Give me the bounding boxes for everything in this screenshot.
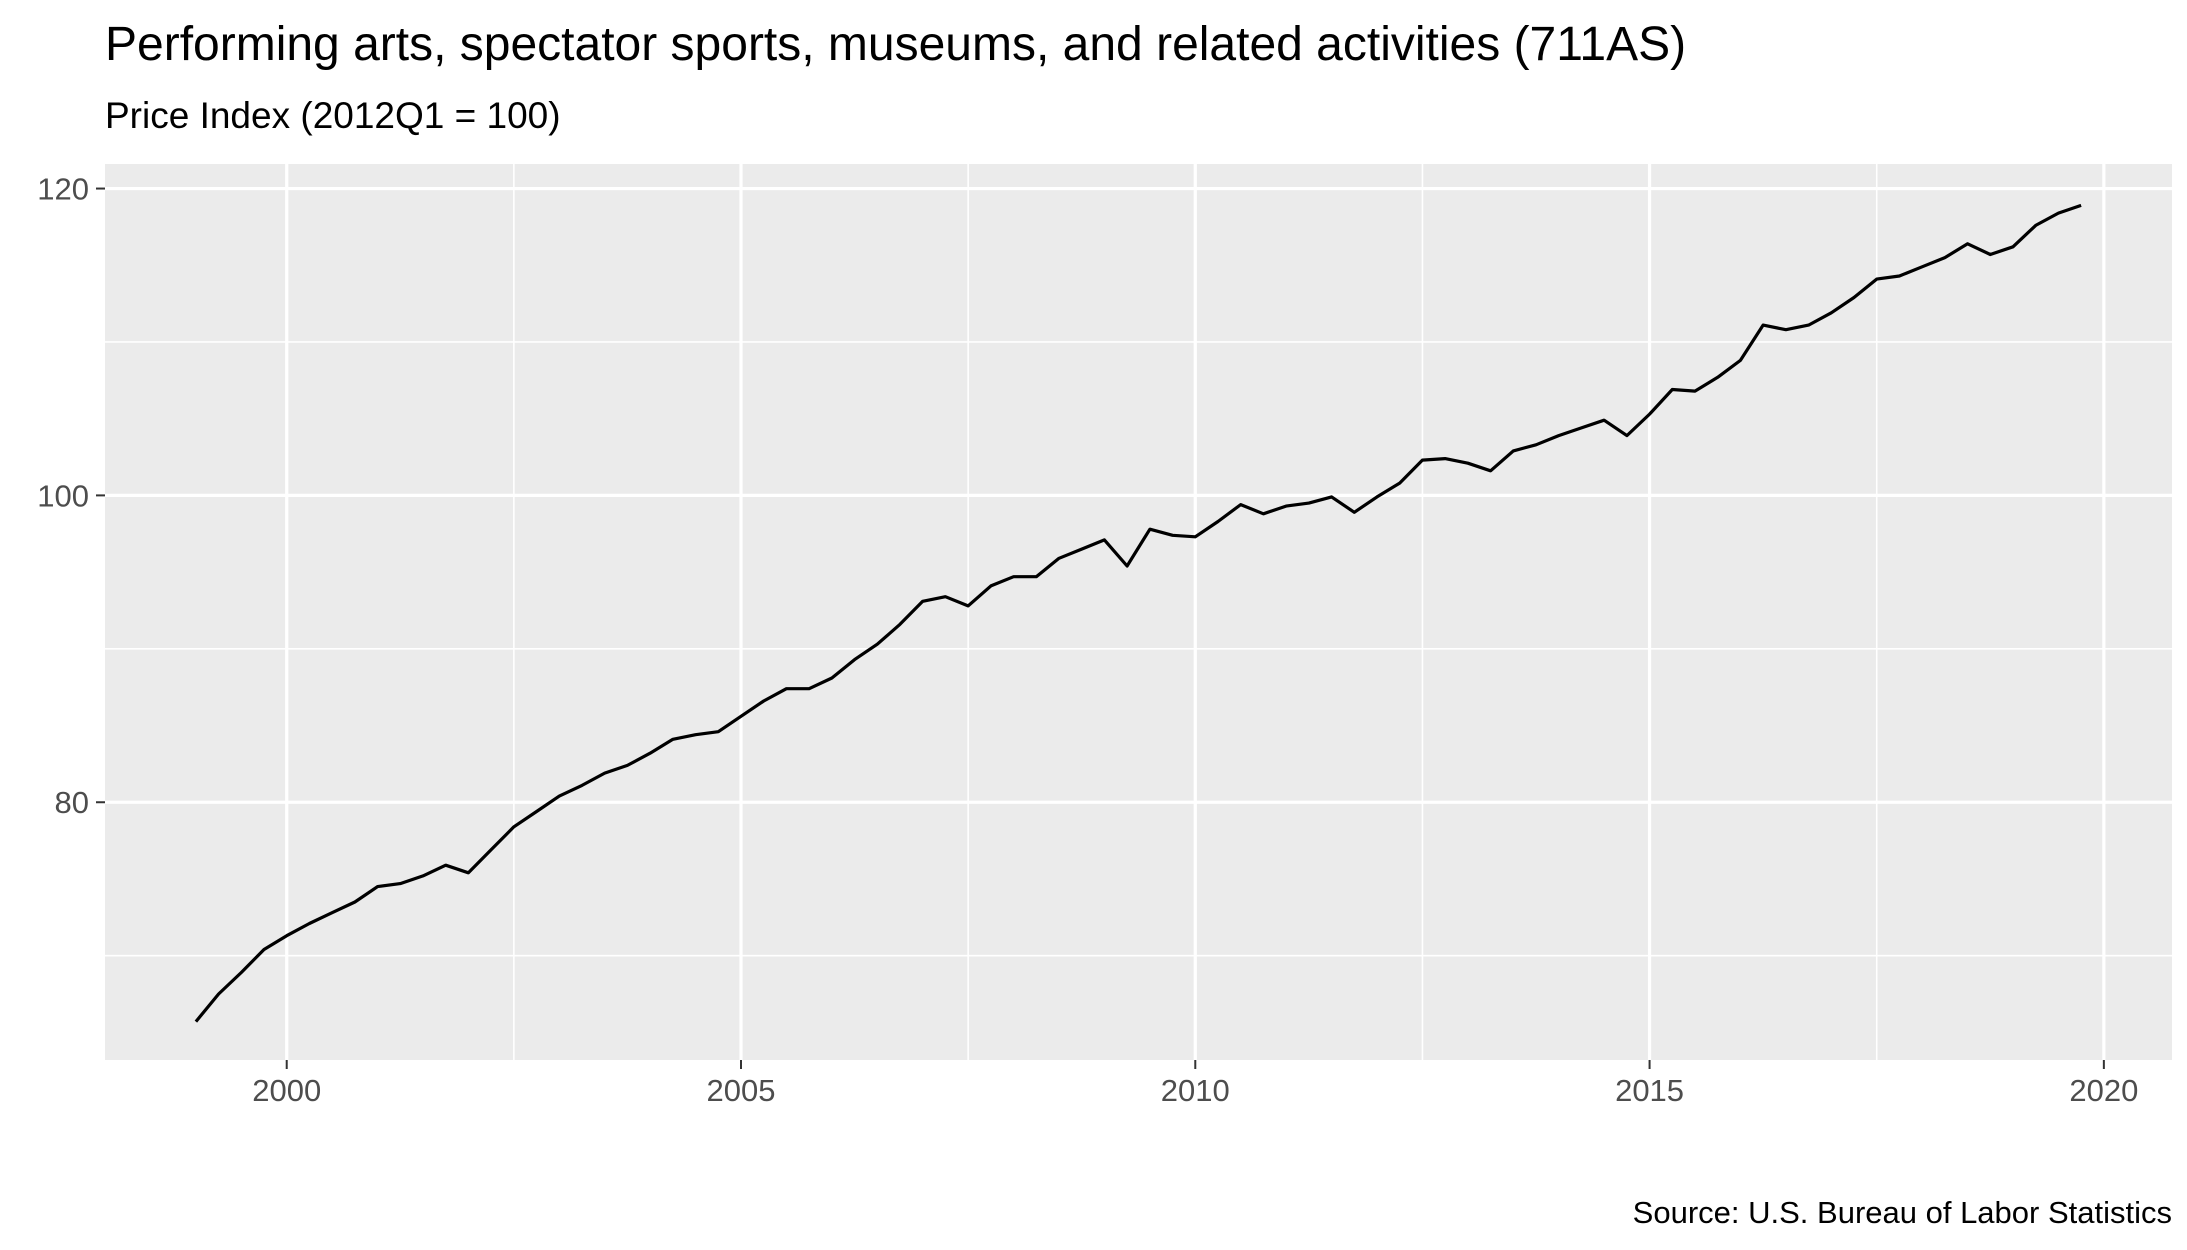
series-line-0	[194, 203, 2082, 1023]
chart-title: Performing arts, spectator sports, museu…	[105, 18, 1686, 71]
x-tick-label: 2005	[707, 1073, 776, 1108]
x-tick-label: 2015	[1615, 1073, 1684, 1108]
series-layer	[194, 203, 2082, 1023]
x-tick-label: 2020	[2069, 1073, 2138, 1108]
axes: 2000 2005 2010 2015 2020 80 100 120	[37, 172, 2138, 1108]
minor-gridlines	[105, 164, 2172, 1060]
chart-subtitle: Price Index (2012Q1 = 100)	[105, 95, 561, 136]
major-gridlines	[105, 164, 2172, 1060]
x-tick-label: 2010	[1161, 1073, 1230, 1108]
chart-caption: Source: U.S. Bureau of Labor Statistics	[1633, 1195, 2172, 1230]
y-tick-label: 120	[37, 172, 89, 207]
y-tick-label: 100	[37, 478, 89, 513]
x-tick-label: 2000	[252, 1073, 321, 1108]
y-tick-label: 80	[55, 785, 89, 820]
plot-panel	[105, 164, 2172, 1060]
